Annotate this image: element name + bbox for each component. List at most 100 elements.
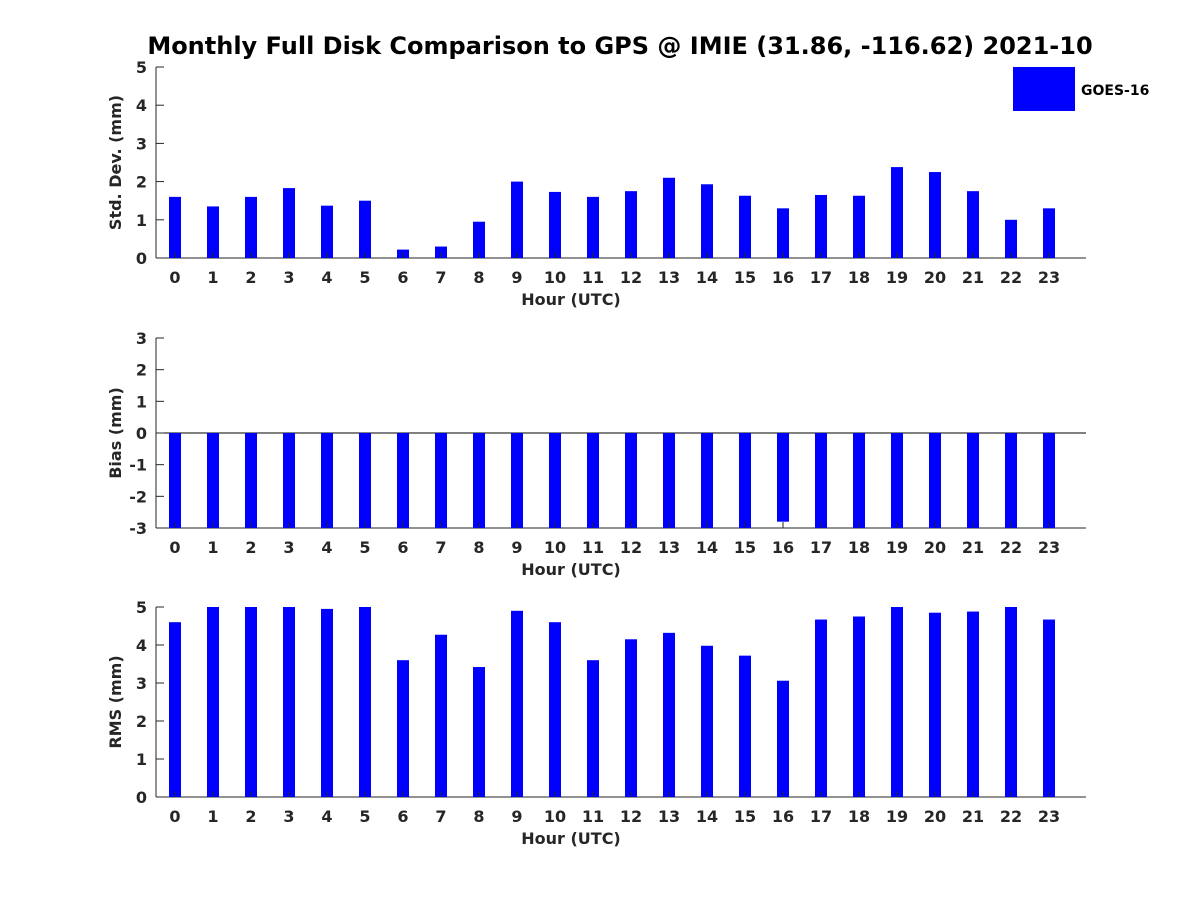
rms-x-tick-label: 8	[473, 807, 484, 826]
bias-y-tick-label: 1	[136, 392, 147, 411]
std-dev-x-tick-label: 10	[544, 268, 566, 287]
rms-x-tick-label: 21	[962, 807, 984, 826]
rms-bar	[587, 660, 599, 797]
std-dev-y-tick-label: 3	[136, 134, 147, 153]
std-dev-x-tick-label: 0	[169, 268, 180, 287]
rms-x-tick-label: 20	[924, 807, 946, 826]
rms-x-tick-label: 0	[169, 807, 180, 826]
bias-x-tick-label: 15	[734, 538, 756, 557]
rms-bar	[929, 612, 941, 797]
rms-bar	[701, 645, 713, 797]
std-dev-x-tick-label: 11	[582, 268, 604, 287]
std-dev-bar	[321, 205, 333, 258]
std-dev-bar	[777, 208, 789, 258]
rms-y-tick-label: 5	[136, 598, 147, 617]
rms-bar	[169, 622, 181, 797]
rms-x-tick-label: 10	[544, 807, 566, 826]
rms-bar	[967, 611, 979, 797]
rms-x-tick-label: 2	[245, 807, 256, 826]
bias-bar	[701, 433, 713, 528]
rms-x-tick-label: 14	[696, 807, 718, 826]
bias-bar	[777, 433, 789, 522]
rms-x-tick-label: 13	[658, 807, 680, 826]
rms-x-tick-label: 12	[620, 807, 642, 826]
bias-x-tick-label: 8	[473, 538, 484, 557]
std-dev-bar	[245, 196, 257, 258]
std-dev-x-tick-label: 20	[924, 268, 946, 287]
bias-bar	[587, 433, 599, 528]
bias-x-tick-label: 7	[435, 538, 446, 557]
std-dev-x-tick-label: 19	[886, 268, 908, 287]
rms-bar	[777, 680, 789, 797]
bias-y-tick-label: -1	[129, 456, 147, 475]
std-dev-x-tick-label: 15	[734, 268, 756, 287]
rms-bar	[207, 607, 219, 797]
std-dev-x-tick-label: 6	[397, 268, 408, 287]
bias-bar	[1005, 433, 1017, 528]
bias-x-tick-label: 1	[207, 538, 218, 557]
bias-bar	[929, 433, 941, 528]
rms-x-tick-label: 6	[397, 807, 408, 826]
std-dev-bar	[207, 206, 219, 258]
std-dev-bar	[967, 191, 979, 258]
bias-bar	[1043, 433, 1055, 528]
bias-x-tick-label: 21	[962, 538, 984, 557]
std-dev-y-tick-label: 5	[136, 58, 147, 77]
std-dev-y-label: Std. Dev. (mm)	[106, 95, 125, 230]
std-dev-x-tick-label: 16	[772, 268, 794, 287]
std-dev-x-tick-label: 5	[359, 268, 370, 287]
rms-x-tick-label: 4	[321, 807, 332, 826]
std-dev-x-tick-label: 1	[207, 268, 218, 287]
rms-bar	[1005, 607, 1017, 797]
std-dev-x-tick-label: 22	[1000, 268, 1022, 287]
bias-y-tick-label: 2	[136, 361, 147, 380]
std-dev-bar	[929, 172, 941, 258]
bias-x-tick-label: 11	[582, 538, 604, 557]
bias-x-tick-label: 16	[772, 538, 794, 557]
bias-x-tick-label: 17	[810, 538, 832, 557]
bias-x-tick-label: 20	[924, 538, 946, 557]
std-dev-x-tick-label: 12	[620, 268, 642, 287]
rms-bar	[435, 634, 447, 797]
rms-x-tick-label: 7	[435, 807, 446, 826]
bias-x-tick-label: 18	[848, 538, 870, 557]
bias-bar	[853, 433, 865, 528]
bias-x-tick-label: 0	[169, 538, 180, 557]
rms-x-tick-label: 15	[734, 807, 756, 826]
rms-x-tick-label: 5	[359, 807, 370, 826]
bias-bar	[625, 433, 637, 528]
bias-bar	[435, 433, 447, 528]
bias-x-tick-label: 5	[359, 538, 370, 557]
rms-bar	[815, 619, 827, 797]
legend-swatch	[1013, 67, 1075, 111]
rms-bar	[663, 632, 675, 797]
legend-label: GOES-16	[1081, 83, 1149, 99]
std-dev-bar	[359, 200, 371, 258]
rms-y-tick-label: 0	[136, 788, 147, 807]
std-dev-x-tick-label: 23	[1038, 268, 1060, 287]
bias-bar	[245, 433, 257, 528]
bias-x-tick-label: 13	[658, 538, 680, 557]
std-dev-bar	[283, 188, 295, 258]
std-dev-x-tick-label: 3	[283, 268, 294, 287]
rms-x-tick-label: 19	[886, 807, 908, 826]
rms-bar	[549, 622, 561, 797]
bias-bar	[397, 433, 409, 528]
std-dev-x-tick-label: 2	[245, 268, 256, 287]
bias-x-tick-label: 10	[544, 538, 566, 557]
std-dev-bar	[169, 196, 181, 258]
bias-bar	[283, 433, 295, 528]
rms-y-label: RMS (mm)	[106, 655, 125, 748]
bias-bar	[549, 433, 561, 528]
legend: GOES-16	[1013, 67, 1149, 111]
rms-x-tick-label: 9	[511, 807, 522, 826]
bias-bar	[359, 433, 371, 528]
std-dev-x-tick-label: 9	[511, 268, 522, 287]
bias-x-tick-label: 12	[620, 538, 642, 557]
rms-x-label: Hour (UTC)	[521, 829, 621, 848]
bias-y-tick-label: 3	[136, 329, 147, 348]
std-dev-x-tick-label: 21	[962, 268, 984, 287]
